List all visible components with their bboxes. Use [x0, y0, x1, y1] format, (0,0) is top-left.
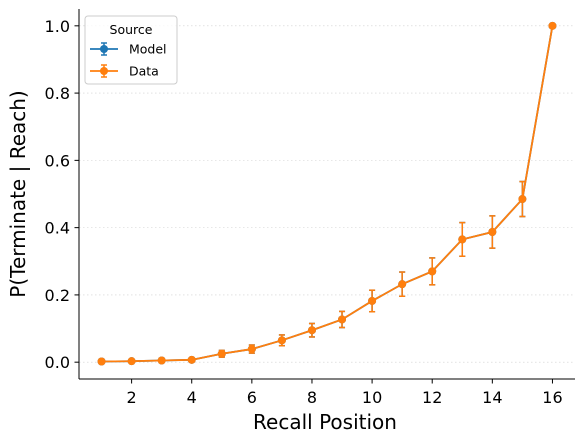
- point-data-8: [307, 326, 316, 335]
- series-line-data: [101, 25, 554, 363]
- y-axis-title: P(Terminate | Reach): [6, 90, 30, 297]
- point-data-12: [428, 267, 437, 276]
- point-data-14: [488, 228, 497, 237]
- y-tick-label-2: 0.4: [45, 219, 70, 238]
- series: [97, 21, 557, 366]
- point-data-10: [368, 296, 377, 305]
- legend-marker-data: [100, 67, 108, 75]
- y-tick-label-1: 0.2: [45, 286, 70, 305]
- x-tick-label-1: 4: [187, 388, 197, 407]
- y-tick-label-3: 0.6: [45, 151, 70, 170]
- y-tick-label-5: 1.0: [45, 17, 70, 36]
- x-tick-label-2: 6: [247, 388, 257, 407]
- point-data-11: [398, 280, 407, 289]
- point-data-16: [548, 21, 557, 30]
- point-data-9: [338, 315, 347, 324]
- ticks: 2 4 6 8 10 12 14 16 0.0 0.2 0.4 0.6 0.8 1.0: [45, 17, 563, 407]
- x-tick-label-6: 14: [482, 388, 502, 407]
- point-data-15: [518, 195, 527, 204]
- point-data-2: [127, 357, 136, 366]
- legend-item-model: Model: [90, 42, 167, 57]
- legend-items: Model Data: [90, 42, 167, 79]
- x-axis-title: Recall Position: [253, 410, 397, 434]
- legend-marker-model: [100, 45, 108, 53]
- legend: Source Model Data: [84, 15, 178, 85]
- point-data-3: [157, 356, 166, 365]
- point-data-5: [217, 349, 226, 358]
- x-tick-label-4: 10: [362, 388, 382, 407]
- x-tick-label-5: 12: [422, 388, 442, 407]
- x-tick-label-7: 16: [542, 388, 562, 407]
- legend-label-data: Data: [129, 64, 159, 79]
- legend-label-model: Model: [129, 42, 167, 57]
- point-data-1: [97, 357, 106, 366]
- legend-item-data: Data: [90, 64, 159, 79]
- x-tick-label-0: 2: [127, 388, 137, 407]
- point-data-4: [187, 355, 196, 364]
- point-data-7: [277, 336, 286, 345]
- legend-title: Source: [110, 22, 153, 37]
- point-data-6: [247, 345, 256, 354]
- point-data-13: [458, 235, 467, 244]
- y-tick-label-0: 0.0: [45, 353, 70, 372]
- legend-box: [84, 15, 178, 85]
- y-tick-label-4: 0.8: [45, 84, 70, 103]
- x-tick-label-3: 8: [307, 388, 317, 407]
- series-data: [97, 21, 557, 366]
